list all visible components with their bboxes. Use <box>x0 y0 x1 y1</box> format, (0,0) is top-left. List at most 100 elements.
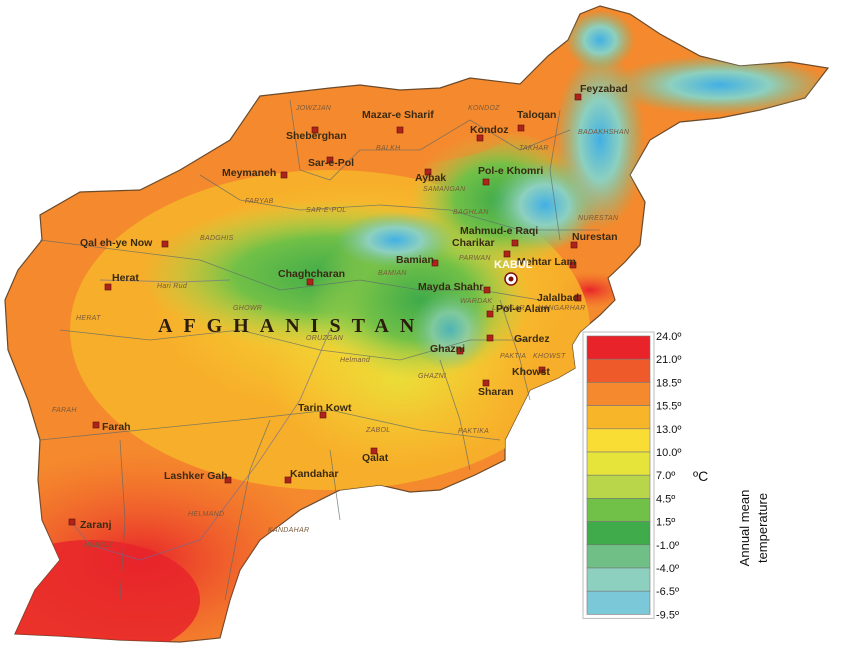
city-label: Qalat <box>362 452 389 464</box>
legend-swatch <box>586 335 651 360</box>
city-marker <box>92 421 100 429</box>
legend-swatch <box>586 451 651 476</box>
legend-swatch <box>586 521 651 546</box>
province-label: PAKTIKA <box>458 428 489 435</box>
province-label: FARYAB <box>245 198 274 205</box>
province-label: SAR-E-POL <box>306 207 346 214</box>
legend-tick-label: 1.5º <box>656 517 675 529</box>
city-marker <box>319 411 327 419</box>
city-label: Khowst <box>512 366 550 378</box>
legend-swatch <box>586 474 651 499</box>
province-label: FARAH <box>52 407 77 414</box>
province-label: BAMIAN <box>378 270 407 277</box>
city-label: Mahmud-e Raqi <box>460 225 538 237</box>
city-label: Sheberghan <box>286 130 347 142</box>
city-label: Sharan <box>478 386 514 398</box>
city-marker <box>68 518 76 526</box>
legend-frame <box>582 331 655 619</box>
province-label: WARDAK <box>460 298 492 305</box>
province-label: KANDAHAR <box>268 527 309 534</box>
legend-tick-label: -6.5º <box>656 586 679 598</box>
province-label: TAKHAR <box>519 145 549 152</box>
province-label: PARWAN <box>459 255 491 262</box>
capital-marker <box>504 272 518 286</box>
legend-tick-label: 21.0º <box>656 354 681 366</box>
city-label: Jalalbad <box>537 292 579 304</box>
city-marker <box>161 240 169 248</box>
city-label: Qal eh-ye Now <box>80 237 153 249</box>
legend-swatch <box>586 590 651 615</box>
city-marker <box>503 250 511 258</box>
legend-swatch <box>586 358 651 383</box>
city-marker <box>574 93 582 101</box>
legend-tick-label: 24.0º <box>656 331 681 343</box>
legend-swatch <box>586 405 651 430</box>
legend-tick-label: -4.0º <box>656 563 679 575</box>
rivers <box>69 279 331 561</box>
city-label: Charikar <box>452 237 495 249</box>
province-label: NURESTAN <box>578 215 619 222</box>
city-label: Mazar-e Sharif <box>362 109 434 121</box>
city-labels: Feyzabad Mazar-e Sharif Taloqan Kondoz Shebe… <box>68 83 628 531</box>
province-label: NIMRUZ <box>84 542 113 549</box>
province-borders <box>39 99 600 601</box>
province-label: ZABOL <box>365 427 390 434</box>
province-labels: JOWZJAN KONDOZ BALKH TAKHAR BADAKHSHAN SAMANG… <box>52 105 630 549</box>
city-marker <box>370 447 378 455</box>
city-label: Herat <box>112 272 139 284</box>
city-label: Sar-e-Pol <box>308 157 354 169</box>
city-marker <box>574 294 582 302</box>
legend-tick-label: 18.5º <box>656 377 681 389</box>
province-label: BADAKHSHAN <box>578 129 630 136</box>
legend-title-line2: temperature <box>755 493 770 563</box>
province-label: BADGHIS <box>200 235 234 242</box>
capital-label: KABUL <box>494 259 533 271</box>
city-label: Tarin Kowt <box>298 402 352 414</box>
legend-swatch <box>586 498 651 522</box>
legend-tick-label: 4.5º <box>656 493 675 505</box>
legend-tick-label: 15.5º <box>656 401 681 413</box>
city-marker <box>306 278 314 286</box>
city-label: Taloqan <box>517 109 556 121</box>
city-marker <box>517 124 525 132</box>
city-marker <box>431 259 439 267</box>
city-marker <box>456 347 464 355</box>
province-label: Helmand <box>340 357 371 364</box>
province-label: GHAZNI <box>418 373 446 380</box>
legend-tick-label: 10.0º <box>656 447 681 459</box>
city-marker <box>486 310 494 318</box>
city-marker <box>311 126 319 134</box>
city-label: Mehtar Lam <box>517 256 576 268</box>
city-marker <box>476 134 484 142</box>
city-label: Nurestan <box>572 231 618 243</box>
legend-swatch <box>586 382 651 406</box>
legend-swatch <box>586 428 651 453</box>
city-marker <box>486 334 494 342</box>
legend-tick-label: 13.0º <box>656 424 681 436</box>
city-marker <box>482 178 490 186</box>
city-label: Feyzabad <box>580 83 628 95</box>
province-label: JOWZJAN <box>295 105 332 112</box>
city-marker <box>284 476 292 484</box>
city-label: Farah <box>102 421 131 433</box>
province-label: ORUZGAN <box>306 335 344 342</box>
legend-tick-label: -1.0º <box>656 540 679 552</box>
legend-swatch <box>586 544 651 569</box>
province-label: BALKH <box>376 145 401 152</box>
city-label: Aybak <box>415 172 446 184</box>
city-label: Pol-e Khomri <box>478 165 543 177</box>
city-label: Zaranj <box>80 519 112 531</box>
city-marker <box>280 171 288 179</box>
temperature-legend: 24.0º 21.0º 18.5º 15.5º 13.0º 10.0º 7.0º 4.5º 1.… <box>582 331 681 621</box>
province-label: Hari Rud <box>157 283 188 290</box>
province-label: HELMAND <box>188 511 224 518</box>
city-label: Gardez <box>514 333 550 345</box>
province-label: GHOWR <box>233 305 262 312</box>
city-label: Kondoz <box>470 124 509 136</box>
city-label: Kandahar <box>290 468 338 480</box>
city-marker <box>104 283 112 291</box>
province-label: KONDOZ <box>468 105 500 112</box>
province-label: BAGHLAN <box>453 209 489 216</box>
legend-swatch <box>586 567 651 592</box>
